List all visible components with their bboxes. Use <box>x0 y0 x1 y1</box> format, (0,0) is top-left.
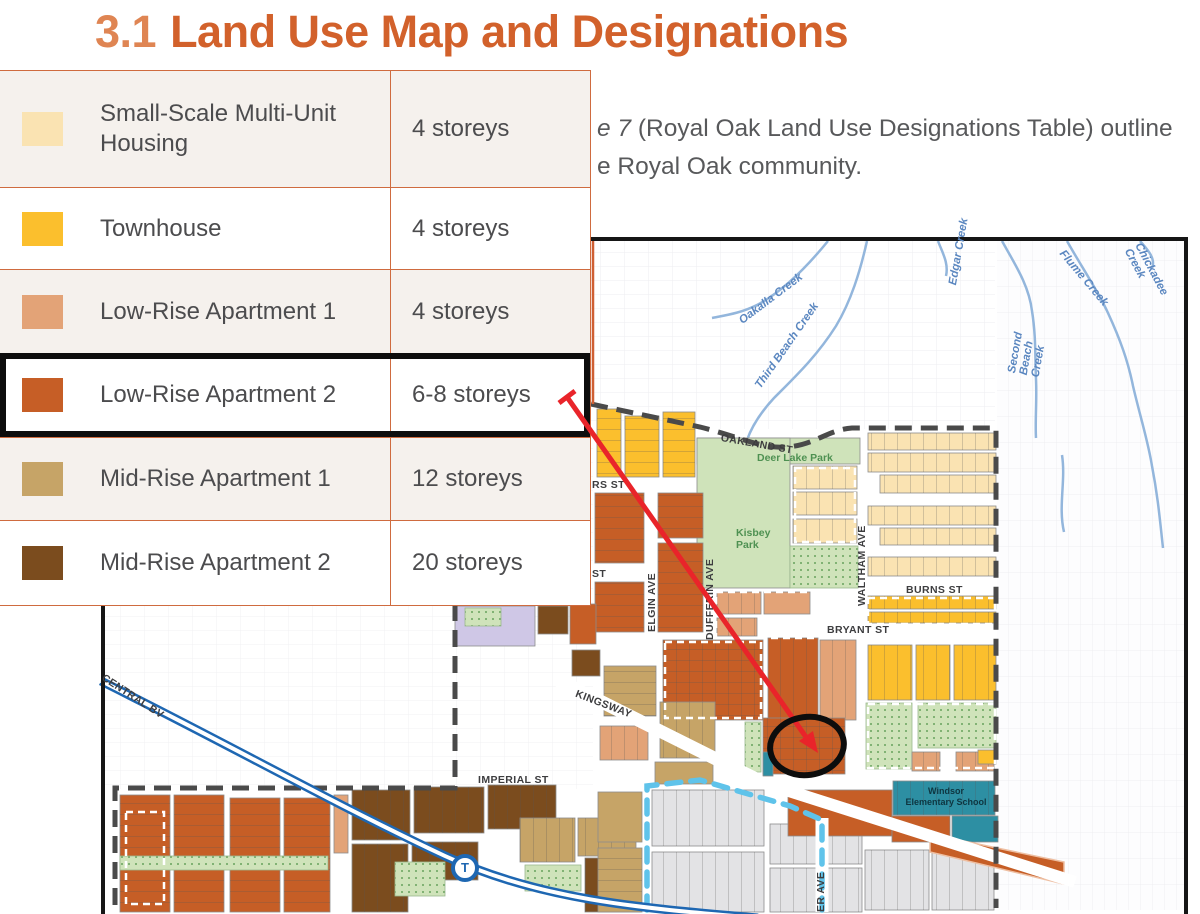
legend-storeys: 6-8 storeys <box>412 381 531 408</box>
legend-swatch <box>22 294 63 329</box>
legend-storeys: 4 storeys <box>412 115 510 142</box>
page-title: 3.1 Land Use Map and Designations <box>95 6 849 58</box>
section-title: Land Use Map and Designations <box>170 6 849 57</box>
legend-row: Mid-Rise Apartment 1 12 storeys <box>0 437 590 520</box>
legend-divider <box>390 359 391 431</box>
legend-label: Low-Rise Apartment 1 <box>100 297 337 325</box>
legend-divider <box>390 438 391 520</box>
body-text-line2: e Royal Oak community. <box>597 153 863 180</box>
legend-row: Low-Rise Apartment 2 6-8 storeys <box>0 353 590 437</box>
skytrain-line <box>98 676 759 914</box>
legend-divider <box>390 71 391 187</box>
legend-swatch <box>22 462 63 496</box>
legend-row: Low-Rise Apartment 1 4 storeys <box>0 269 590 353</box>
legend-storeys: 20 storeys <box>412 549 523 576</box>
body-text: e 7 (Royal Oak Land Use Designations Tab… <box>597 110 1173 186</box>
legend-divider <box>390 188 391 269</box>
legend-swatch <box>22 378 63 412</box>
legend-label: Low-Rise Apartment 2 <box>100 381 337 408</box>
legend-storeys: 4 storeys <box>412 214 510 242</box>
legend-swatch <box>22 546 63 580</box>
legend-label: Mid-Rise Apartment 2 <box>100 549 331 576</box>
land-use-legend: Small-Scale Multi-Unit Housing 4 storeys… <box>0 70 591 606</box>
legend-label: Small-Scale Multi-Unit Housing <box>100 100 337 157</box>
legend-label: Townhouse <box>100 214 222 242</box>
legend-swatch <box>22 211 63 246</box>
legend-storeys: 4 storeys <box>412 297 510 325</box>
legend-label: Mid-Rise Apartment 1 <box>100 465 331 492</box>
legend-swatch <box>22 112 63 146</box>
legend-row: Mid-Rise Apartment 2 20 storeys <box>0 520 590 605</box>
legend-row: Small-Scale Multi-Unit Housing 4 storeys <box>0 71 590 187</box>
subarea-boundary <box>644 777 825 913</box>
body-text-line1: e 7 (Royal Oak Land Use Designations Tab… <box>597 115 1173 142</box>
section-number: 3.1 <box>95 6 157 57</box>
legend-storeys: 12 storeys <box>412 465 523 492</box>
legend-divider <box>390 521 391 605</box>
legend-row: Townhouse 4 storeys <box>0 187 590 269</box>
legend-divider <box>390 270 391 353</box>
